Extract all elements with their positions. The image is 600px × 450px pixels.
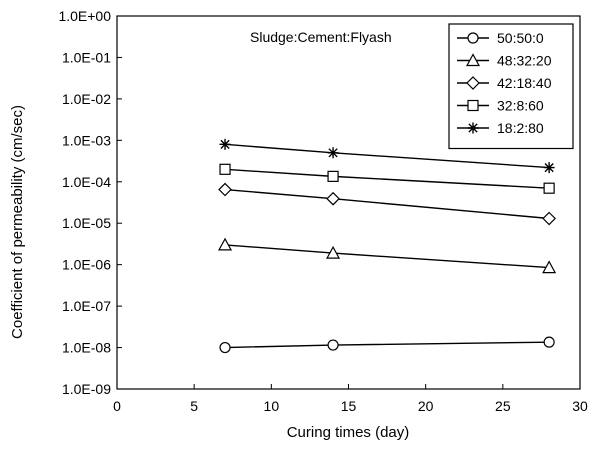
legend-item: 48:32:20 [457,53,552,69]
legend-item: 42:18:40 [457,75,552,91]
y-tick-label: 1.0E-04 [62,174,111,190]
legend-item: 18:2:80 [457,120,544,136]
legend-label: 42:18:40 [497,75,552,91]
x-tick-label: 5 [190,398,198,414]
legend-label: 32:8:60 [497,98,544,114]
y-axis-title: Coefficient of permeability (cm/sec) [9,105,26,339]
series-line [224,188,550,220]
legend-marker [467,32,479,44]
y-tick-label: 1.0E+00 [58,8,111,24]
x-tick-label: 15 [341,398,357,414]
y-tick-label: 1.0E-05 [62,215,111,231]
annotation-label: Sludge:Cement:Flyash [250,29,392,45]
series-star [219,138,555,174]
data-point [327,147,339,159]
series-line [224,168,550,189]
x-tick-label: 20 [418,398,434,414]
y-tick-label: 1.0E-02 [62,91,111,107]
legend-marker [467,122,479,134]
data-point [219,138,231,150]
data-point [326,191,340,206]
x-tick-label: 25 [495,398,511,414]
series-circle [219,336,555,354]
series-diamond [218,182,556,226]
y-tick-label: 1.0E-01 [62,49,111,65]
legend-marker [465,53,481,67]
legend: 50:50:0 48:32:20 42:18:40 32:8:60 18:2:80 [448,23,574,150]
x-tick-label: 0 [113,398,121,414]
legend-item: 32:8:60 [457,98,544,114]
y-tick-label: 1.0E-09 [62,381,111,397]
series-triangle [218,237,557,274]
x-tick-label: 10 [264,398,280,414]
legend-label: 50:50:0 [497,30,544,46]
series-line [225,341,550,349]
data-point [543,182,555,194]
data-point [327,170,339,182]
y-tick-label: 1.0E-06 [62,257,111,273]
data-point [326,245,341,259]
legend-label: 18:2:80 [497,120,544,136]
data-point [543,162,555,174]
data-point [219,341,231,354]
series-square [219,163,555,194]
data-point [327,339,339,351]
data-point [542,211,556,226]
legend-marker [466,76,480,90]
data-point [542,260,557,274]
y-tick-label: 1.0E-03 [62,132,111,148]
data-point [218,182,232,197]
data-point [219,163,231,175]
series-line [224,244,550,269]
x-axis-title: Curing times (day) [287,424,410,441]
y-tick-label: 1.0E-08 [62,340,111,356]
data-point [218,237,233,251]
y-tick-label: 1.0E-07 [62,298,111,314]
legend-item: 50:50:0 [457,30,544,46]
legend-marker [467,99,479,112]
legend-label: 48:32:20 [497,53,552,69]
data-point [543,336,555,348]
x-tick-label: 30 [572,398,588,414]
